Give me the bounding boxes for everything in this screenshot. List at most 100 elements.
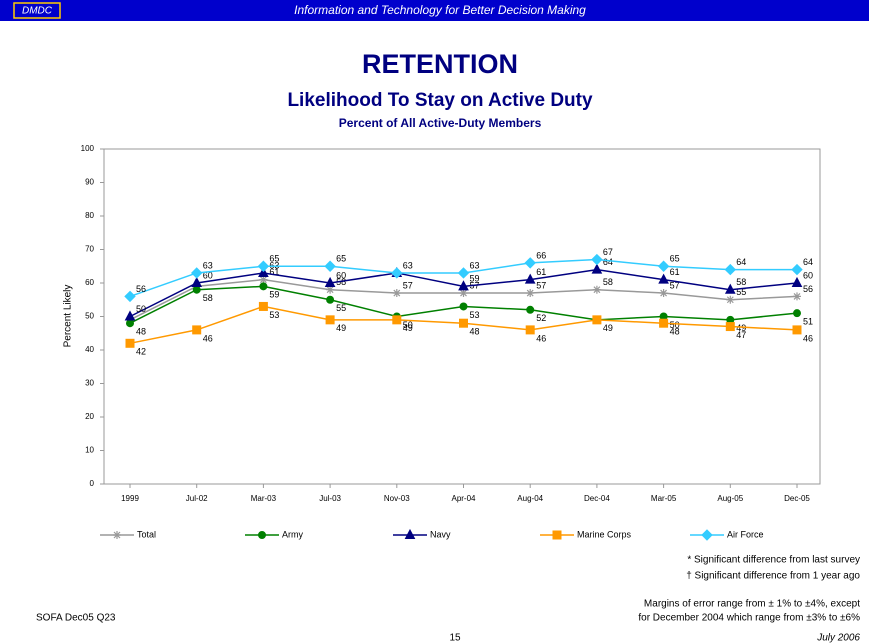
data-label: 61	[536, 267, 546, 277]
marker	[592, 285, 601, 294]
marker	[659, 318, 669, 328]
marker	[391, 267, 403, 279]
data-label: 53	[269, 310, 279, 320]
margins-note: for December 2004 which range from ±3% t…	[638, 613, 860, 624]
margins-note: Margins of error range from ± 1% to ±4%,…	[644, 599, 860, 610]
data-label: 55	[736, 287, 746, 297]
data-label: 48	[136, 327, 146, 337]
marker	[657, 260, 670, 272]
x-tick-label: Dec-05	[784, 494, 810, 503]
x-tick-label: Aug-05	[717, 494, 743, 503]
data-label: 61	[269, 267, 279, 277]
legend-marker	[258, 531, 266, 539]
date: July 2006	[816, 633, 860, 644]
marker	[457, 267, 470, 279]
marker	[591, 253, 603, 266]
marker	[459, 302, 468, 311]
legend-marker	[113, 531, 121, 539]
marker	[191, 276, 203, 287]
plot-frame	[103, 148, 821, 485]
legend-label: Navy	[430, 529, 451, 539]
data-label: 58	[603, 277, 613, 287]
source: SOFA Dec05 Q23	[36, 613, 116, 624]
data-label: 51	[803, 317, 813, 327]
data-label: 64	[603, 257, 613, 267]
data-label: 55	[336, 303, 346, 313]
legend-label: Total	[137, 529, 156, 539]
marker	[724, 283, 736, 294]
y-tick-label: 50	[85, 312, 94, 321]
marker	[124, 310, 136, 321]
x-tick-label: Dec-04	[584, 494, 610, 503]
marker	[592, 315, 602, 325]
marker	[392, 315, 402, 325]
logo-box	[13, 2, 61, 19]
marker	[791, 263, 803, 276]
y-tick-label: 30	[85, 379, 94, 388]
chart-subtitle: Likelihood To Stay on Active Duty	[287, 90, 593, 111]
marker	[458, 280, 469, 291]
marker	[659, 289, 668, 298]
y-tick-label: 70	[85, 245, 94, 254]
legend-marker	[552, 530, 562, 540]
y-tick-label: 20	[85, 412, 94, 421]
data-label: 57	[670, 280, 680, 290]
data-label: 56	[136, 284, 146, 294]
data-label: 67	[603, 247, 613, 257]
y-tick-label: 80	[85, 211, 94, 220]
marker	[591, 263, 603, 274]
x-tick-label: 1999	[121, 494, 139, 503]
data-label: 58	[203, 293, 213, 303]
data-label: 48	[670, 327, 680, 337]
footnote: † Significant difference from 1 year ago	[686, 571, 860, 582]
marker	[192, 325, 202, 335]
marker	[524, 257, 536, 269]
x-tick-label: Mar-03	[251, 494, 277, 503]
y-tick-label: 10	[85, 446, 94, 455]
chart-title: RETENTION	[362, 49, 518, 79]
data-label: 49	[336, 323, 346, 333]
data-label: 47	[736, 330, 746, 340]
legend-marker	[701, 529, 713, 541]
legend-label: Air Force	[727, 529, 764, 539]
y-tick-label: 100	[81, 144, 95, 153]
x-tick-label: Apr-04	[451, 494, 476, 503]
y-tick-label: 40	[85, 345, 94, 354]
data-label: 49	[403, 323, 413, 333]
marker	[324, 260, 336, 272]
marker	[726, 295, 735, 304]
data-label: 57	[403, 280, 413, 290]
x-tick-label: Mar-05	[651, 494, 677, 503]
data-label: 63	[203, 260, 213, 270]
data-label: 53	[470, 310, 480, 320]
marker	[792, 325, 802, 335]
x-tick-label: Jul-03	[319, 494, 341, 503]
marker	[793, 309, 801, 318]
marker	[524, 273, 536, 284]
data-label: 60	[336, 270, 346, 280]
data-label: 65	[336, 254, 346, 264]
data-label: 60	[803, 270, 813, 280]
data-label: 66	[536, 250, 546, 260]
y-tick-label: 90	[85, 178, 94, 187]
legend-label: Marine Corps	[577, 529, 632, 539]
tagline: Information and Technology for Better De…	[294, 3, 586, 17]
marker	[526, 305, 535, 314]
data-label: 58	[736, 277, 746, 287]
x-tick-label: Aug-04	[517, 494, 543, 503]
data-label: 59	[470, 274, 480, 284]
data-label: 46	[803, 333, 813, 343]
marker	[525, 325, 535, 335]
data-label: 63	[470, 260, 480, 270]
data-label: 49	[603, 323, 613, 333]
data-label: 50	[403, 320, 413, 330]
marker	[724, 263, 737, 276]
data-label: 65	[269, 254, 279, 264]
legend-label: Army	[282, 529, 303, 539]
data-label: 46	[536, 333, 546, 343]
data-label: 59	[269, 290, 279, 300]
data-label: 60	[203, 270, 213, 280]
data-label: 48	[470, 327, 480, 337]
marker	[793, 292, 801, 301]
